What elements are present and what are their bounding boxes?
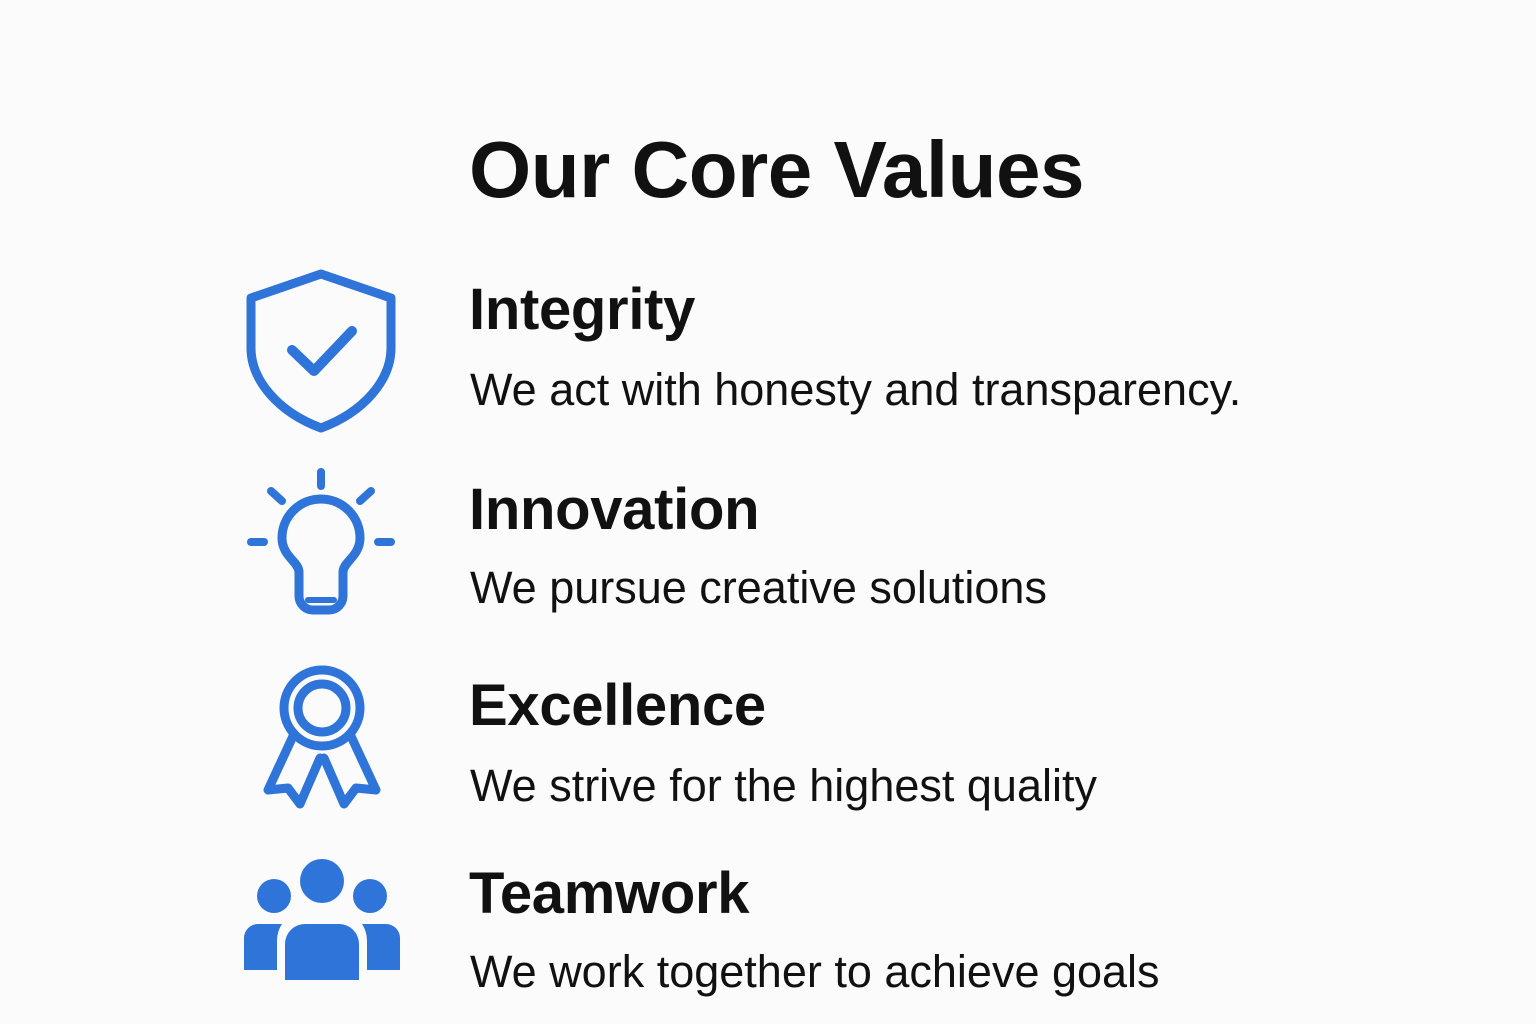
value-item-excellence: Excellence We strive for the highest qua… [0,664,1536,824]
value-description: We strive for the highest quality [470,760,1097,811]
value-item-teamwork: Teamwork We work together to achieve goa… [0,856,1536,1016]
value-title: Excellence [469,673,766,738]
value-item-integrity: Integrity We act with honesty and transp… [0,268,1536,433]
value-title: Integrity [469,277,696,342]
value-description: We work together to achieve goals [470,946,1160,997]
page-title: Our Core Values [469,125,1084,214]
award-ribbon-icon [236,664,406,834]
value-title: Teamwork [469,861,750,926]
lightbulb-icon [236,466,406,636]
value-title: Innovation [469,477,760,542]
value-description: We pursue creative solutions [470,562,1047,613]
value-item-innovation: Innovation We pursue creative solutions [0,466,1536,626]
shield-check-icon [236,268,406,438]
value-description: We act with honesty and transparency. [470,364,1242,415]
team-people-icon [236,856,406,1024]
